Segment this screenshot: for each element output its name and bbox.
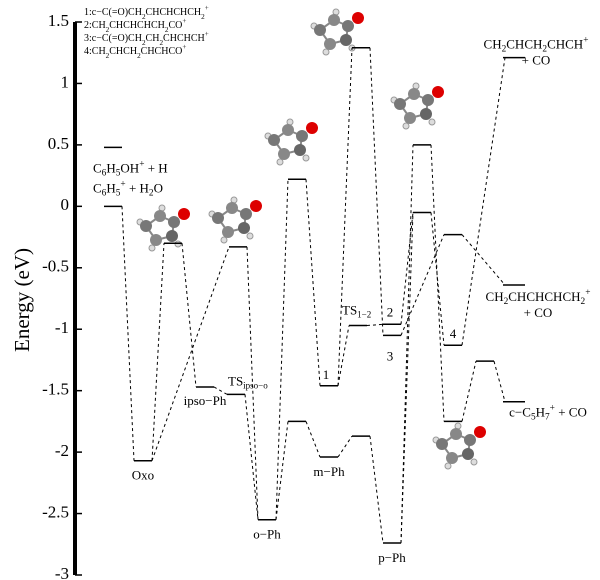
level-label: C6H5+ + H2O: [93, 179, 163, 198]
level-label: 3: [387, 348, 394, 363]
y-tick-label: 0: [61, 195, 70, 214]
y-tick-label: -1: [55, 318, 69, 337]
connector: [462, 361, 476, 421]
level-label-subscript: ipso−o: [243, 380, 268, 390]
level-label: TS1−2: [342, 303, 371, 320]
connector: [370, 48, 383, 336]
connector: [152, 243, 164, 461]
y-tick-label: -2: [55, 441, 69, 460]
connector: [306, 179, 320, 385]
molecule: [433, 423, 486, 469]
y-tick-label: 1.5: [48, 11, 69, 30]
level-label: 4: [450, 326, 457, 341]
page: Energy (eV) -3 -2.5 -2 -1.5 -1 -0.5 0 0.5 1 1.5 1:…: [0, 0, 600, 580]
level-label: Oxo: [132, 468, 154, 483]
level-label: 1: [323, 367, 330, 382]
y-tick-label: -1.5: [42, 380, 69, 399]
connector: [338, 436, 352, 457]
connector: [182, 243, 196, 387]
connector: [306, 421, 320, 457]
level-label: + CO: [522, 53, 551, 68]
level-label: + CO: [524, 305, 553, 320]
connector: [401, 145, 413, 543]
legend-entry: 1:c−C(=O)CH2CHCHCHCH2+: [84, 4, 209, 21]
level-label: ipso−Ph: [184, 393, 227, 408]
molecule: [265, 119, 318, 165]
connector: [431, 145, 444, 422]
level-label: 2: [387, 304, 394, 319]
level-label: c−C5H7+ + CO: [509, 404, 587, 423]
connector: [431, 212, 444, 345]
molecule: [391, 83, 444, 129]
connector: [401, 212, 413, 324]
connector: [152, 247, 229, 461]
legend-entry: 2:CH2CHCHCHCH2CO+: [84, 17, 186, 34]
molecule: [209, 197, 262, 243]
level-label: m−Ph: [313, 464, 345, 479]
y-tick-label: 1: [61, 72, 70, 91]
connector: [370, 436, 383, 543]
y-tick-label: 0.5: [48, 134, 69, 153]
legend-entry: 3:c−C(=O)CH2CH2CHCHCH+: [84, 30, 209, 47]
y-tick-label: -0.5: [42, 257, 69, 276]
level-label: p−Ph: [378, 550, 406, 565]
chart: Energy (eV) -3 -2.5 -2 -1.5 -1 -0.5 0 0.5 1 1.5 1:…: [0, 0, 600, 580]
y-tick-label: -2.5: [42, 502, 69, 521]
level-label: o−Ph: [253, 527, 281, 542]
level-label-subscript: 1−2: [357, 310, 371, 320]
level-label: C6H5OH+ + H: [93, 159, 168, 178]
y-tick-label: -3: [55, 564, 69, 580]
legend-entry: 4:CH2CHCH2CHCHCO+: [84, 43, 186, 60]
connector: [494, 361, 505, 402]
connector: [338, 48, 352, 386]
connector: [462, 235, 505, 285]
connector: [122, 206, 134, 460]
y-axis-label: Energy (eV): [10, 248, 34, 352]
connector: [245, 394, 258, 519]
level-label: TSipso−o: [228, 373, 268, 390]
connector: [276, 179, 288, 519]
connector: [367, 324, 383, 325]
connector: [401, 212, 413, 543]
